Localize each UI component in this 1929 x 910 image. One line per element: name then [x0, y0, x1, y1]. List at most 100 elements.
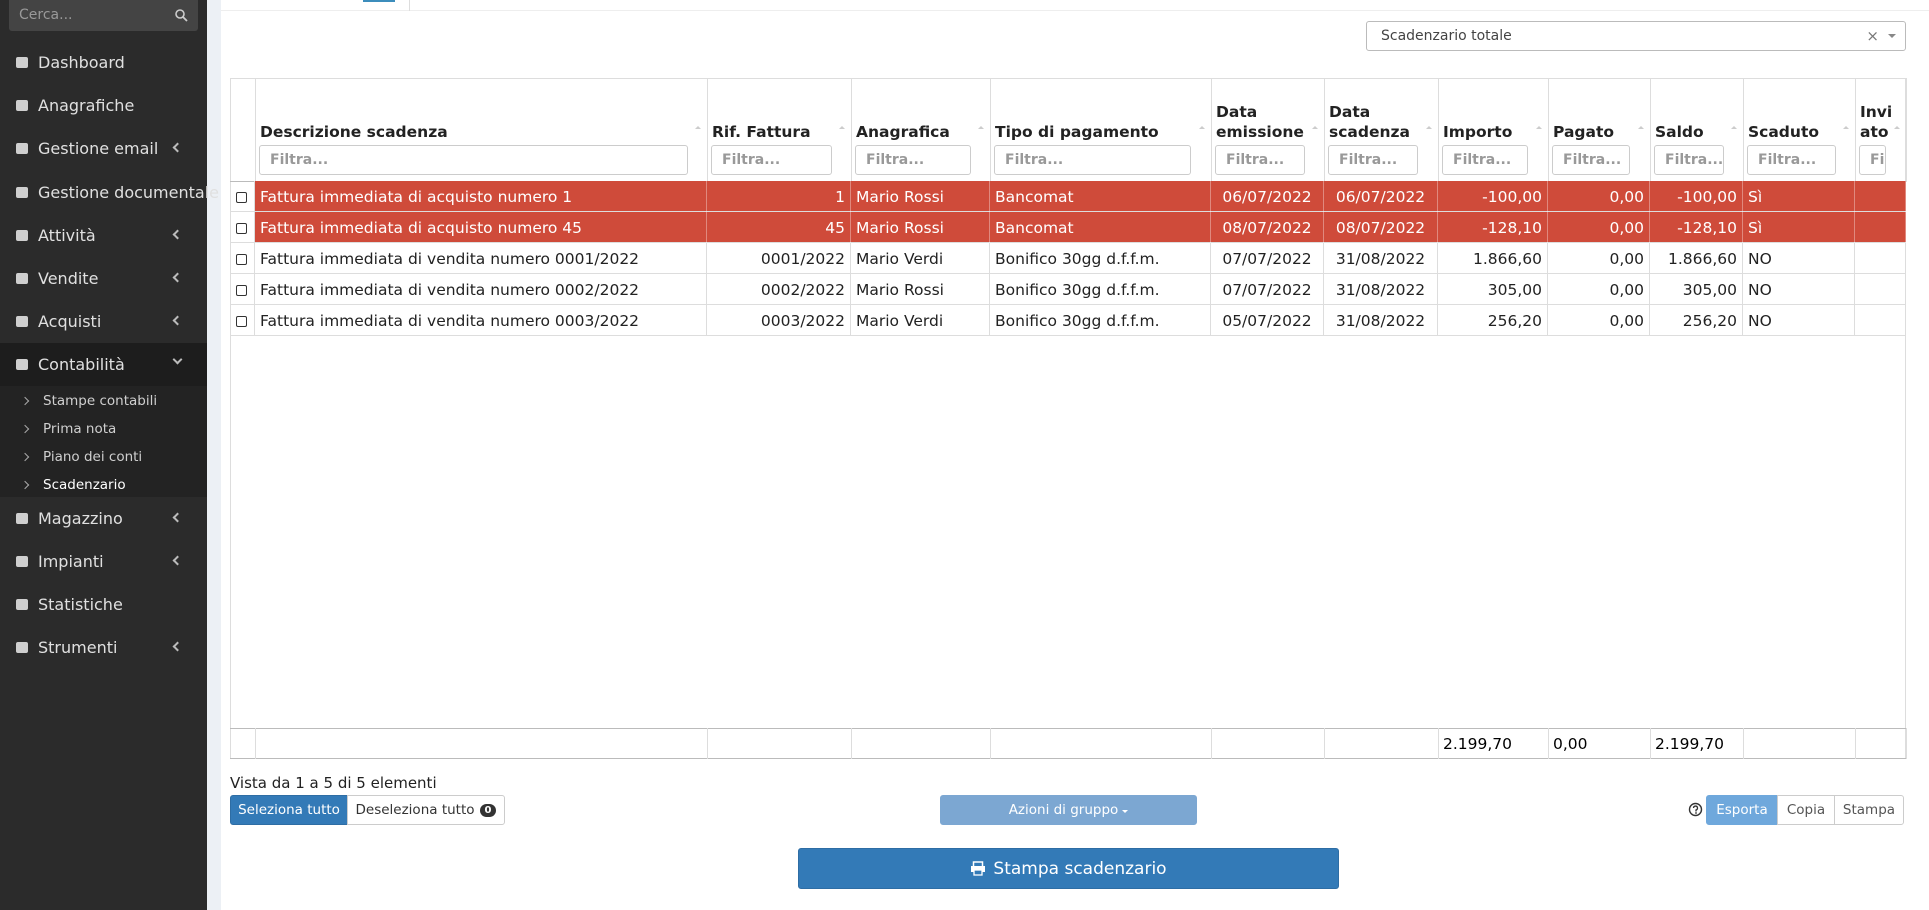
menu-item[interactable]: Acquisti [0, 300, 207, 343]
export-button[interactable]: Stampa [1834, 795, 1904, 825]
select-all[interactable]: Seleziona tutto [230, 795, 348, 825]
menu-item[interactable]: Gestione documentale [0, 171, 219, 214]
submenu-item[interactable]: Scadenzario [0, 471, 207, 498]
menu-item[interactable]: Contabilità [0, 343, 207, 386]
column-filter[interactable]: Filtra... [1552, 145, 1630, 175]
row-checkbox[interactable] [236, 285, 247, 296]
search-box[interactable]: Cerca... [9, 0, 198, 31]
menu-item[interactable]: Attività [0, 214, 207, 257]
menu-label: Magazzino [38, 509, 123, 528]
column-header[interactable]: Scaduto [1748, 123, 1819, 141]
col-line [1211, 728, 1212, 759]
submenu-item[interactable]: Prima nota [0, 415, 207, 442]
column-header[interactable]: Data scadenza [1329, 103, 1410, 141]
column-filter[interactable]: Filtra... [1215, 145, 1305, 175]
menu-item[interactable]: Gestione email [0, 127, 207, 170]
menu-item[interactable]: Statistiche [0, 583, 207, 626]
col-line [1211, 78, 1212, 182]
table-cell: Bancomat [990, 212, 1211, 243]
export-button[interactable]: Esporta [1706, 795, 1778, 825]
table-cell: 0003/2022 [707, 305, 851, 336]
row-check-cell [230, 181, 255, 212]
column-filter[interactable]: Filtra... [855, 145, 971, 175]
filter-select[interactable]: Scadenzario totale × [1366, 21, 1906, 51]
sort-arrow [1638, 123, 1644, 129]
row-checkbox[interactable] [236, 223, 247, 234]
print-button[interactable]: Stampa scadenzario [798, 848, 1339, 889]
table-cell: 0,00 [1548, 181, 1650, 212]
col-line [255, 78, 256, 182]
row-bg [255, 212, 1906, 243]
table-cell: 31/08/2022 [1324, 243, 1438, 274]
row-checkbox[interactable] [236, 192, 247, 203]
column-header[interactable]: Pagato [1553, 123, 1615, 141]
column-filter[interactable]: Filtra... [259, 145, 688, 175]
menu-label: Gestione email [38, 139, 159, 158]
column-filter[interactable]: Filtra... [711, 145, 832, 175]
col-line [1548, 728, 1549, 759]
sort-arrow [1426, 123, 1432, 129]
menu-item[interactable]: Strumenti [0, 626, 207, 669]
column-header[interactable]: Descrizione scadenza [260, 123, 448, 141]
deselect-all[interactable]: Deseleziona tutto 0 [347, 795, 505, 825]
sort-arrow [978, 123, 984, 129]
table-cell: Sì [1743, 181, 1855, 212]
column-header[interactable]: Inviato [1860, 103, 1893, 141]
column-header[interactable]: Rif. Fattura [712, 123, 811, 141]
export-button[interactable]: Copia [1777, 795, 1835, 825]
deselect-count: 0 [479, 803, 497, 817]
row-checkbox[interactable] [236, 316, 247, 327]
col-line [1855, 78, 1856, 182]
menu-arrow [172, 315, 183, 326]
column-filter[interactable]: Filtra... [1859, 145, 1886, 175]
column-filter[interactable]: Filtra... [1442, 145, 1528, 175]
summary: Vista da 1 a 5 di 5 elementi [230, 774, 437, 792]
menu-item[interactable]: Vendite [0, 257, 207, 300]
column-filter[interactable]: Filtra... [1328, 145, 1418, 175]
column-filter[interactable]: Filtra... [1654, 145, 1724, 175]
row-bg [255, 243, 1906, 274]
row-checkbox[interactable] [236, 254, 247, 265]
column-header[interactable]: Anagrafica [856, 123, 950, 141]
column-header[interactable]: Importo [1443, 123, 1513, 141]
col-line [1743, 78, 1744, 182]
column-filter[interactable]: Filtra... [1747, 145, 1836, 175]
menu-arrow [172, 512, 183, 523]
menu-arrow [172, 272, 183, 283]
column-header[interactable]: Saldo [1655, 123, 1704, 141]
menu-label: Impianti [38, 552, 104, 571]
submenu-item[interactable]: Piano dei conti [0, 443, 207, 470]
menu-item[interactable]: Anagrafiche [0, 84, 207, 127]
col-line [990, 78, 991, 182]
table-cell: -100,00 [1650, 181, 1743, 212]
table-cell [1855, 181, 1906, 212]
menu-icon [16, 230, 28, 241]
menu-icon [16, 316, 28, 327]
menu-arrow [172, 229, 183, 240]
help-icon[interactable] [1688, 802, 1703, 817]
menu-icon [16, 513, 28, 524]
menu-item[interactable]: Impianti [0, 540, 207, 583]
menu-label: Vendite [38, 269, 99, 288]
group-actions[interactable]: Azioni di gruppo [940, 795, 1197, 825]
column-header[interactable]: Tipo di pagamento [995, 123, 1159, 141]
col-line [851, 728, 852, 759]
select-clear[interactable]: × [1866, 27, 1879, 45]
table-cell: 0,00 [1548, 212, 1650, 243]
col-line [1324, 728, 1325, 759]
search-icon [175, 9, 188, 22]
menu-item[interactable]: Dashboard [0, 41, 207, 84]
submenu-item[interactable]: Stampe contabili [0, 387, 207, 414]
menu-item[interactable]: Magazzino [0, 497, 207, 540]
column-filter[interactable]: Filtra... [994, 145, 1191, 175]
row-check-cell [230, 212, 255, 243]
table-cell: 08/07/2022 [1211, 212, 1324, 243]
table-cell: 0,00 [1548, 274, 1650, 305]
col-line [1650, 78, 1651, 182]
column-header[interactable]: Data emissione [1216, 103, 1304, 141]
menu-label: Statistiche [38, 595, 123, 614]
table-cell: 1.866,60 [1438, 243, 1548, 274]
col-line [851, 78, 852, 182]
table-cell: NO [1743, 274, 1855, 305]
col-line [707, 78, 708, 182]
